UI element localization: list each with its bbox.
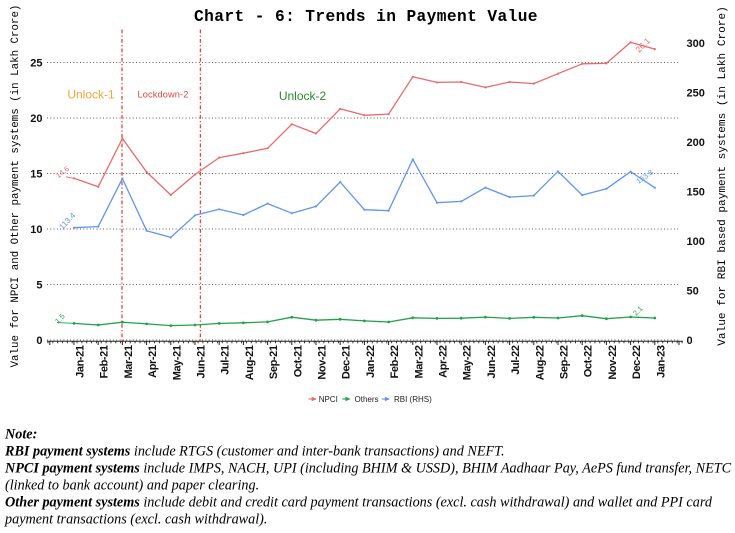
svg-text:100: 100 <box>687 236 705 248</box>
svg-text:Apr-22: Apr-22 <box>438 345 450 378</box>
svg-text:Unlock-1: Unlock-1 <box>67 88 115 102</box>
svg-text:Nov-22: Nov-22 <box>607 345 619 380</box>
svg-text:Others: Others <box>355 395 379 404</box>
svg-text:Dec-22: Dec-22 <box>631 345 643 379</box>
svg-text:Chart - 6: Trends in Payment V: Chart - 6: Trends in Payment Value <box>194 8 538 26</box>
svg-text:Sep-21: Sep-21 <box>268 345 280 379</box>
svg-text:25: 25 <box>30 58 42 70</box>
svg-text:Feb-22: Feb-22 <box>389 345 401 378</box>
svg-text:Feb-21: Feb-21 <box>99 345 111 378</box>
svg-text:NPCI payment systems include I: NPCI payment systems include IMPS, NACH,… <box>4 461 732 477</box>
svg-text:200: 200 <box>687 137 705 149</box>
svg-text:RBI (RHS): RBI (RHS) <box>394 395 432 404</box>
svg-text:Jun-21: Jun-21 <box>196 345 208 378</box>
svg-text:Oct-22: Oct-22 <box>583 345 595 377</box>
svg-text:Apr-21: Apr-21 <box>147 345 159 378</box>
svg-text:300: 300 <box>687 38 705 50</box>
svg-text:Aug-21: Aug-21 <box>244 345 256 380</box>
svg-text:Value for RBI based payment sy: Value for RBI based payment systems (in … <box>717 6 729 346</box>
svg-text:Jul-22: Jul-22 <box>510 345 522 375</box>
svg-text:15: 15 <box>30 169 42 181</box>
svg-text:Jun-22: Jun-22 <box>486 345 498 378</box>
svg-text:150: 150 <box>687 187 705 199</box>
svg-text:1.5: 1.5 <box>53 312 67 326</box>
svg-text:153.8: 153.8 <box>634 168 654 186</box>
svg-text:Value for NPCI and Other payme: Value for NPCI and Other payment systems… <box>10 5 22 368</box>
svg-text:20: 20 <box>30 113 42 125</box>
svg-text:Sep-22: Sep-22 <box>559 345 571 379</box>
svg-text:Other payment systems include: Other payment systems include debit and … <box>5 495 713 511</box>
svg-text:payment transactions (excl. ca: payment transactions (excl. cash withdra… <box>4 512 267 528</box>
svg-text:Oct-21: Oct-21 <box>292 345 304 377</box>
svg-text:0: 0 <box>687 335 693 347</box>
svg-text:Jul-21: Jul-21 <box>220 345 232 375</box>
svg-text:50: 50 <box>687 286 699 298</box>
svg-text:26.1: 26.1 <box>633 35 652 54</box>
svg-text:Unlock-2: Unlock-2 <box>279 89 327 103</box>
svg-text:May-22: May-22 <box>462 345 474 380</box>
svg-text:(linked to bank account) and p: (linked to bank account) and paper clear… <box>5 478 259 494</box>
svg-text:Jan-23: Jan-23 <box>655 345 667 378</box>
svg-text:Mar-22: Mar-22 <box>413 345 425 378</box>
svg-text:May-21: May-21 <box>171 345 183 380</box>
svg-text:Note:: Note: <box>4 427 37 443</box>
svg-text:Jan-21: Jan-21 <box>75 345 87 378</box>
svg-text:250: 250 <box>687 88 705 100</box>
svg-text:Mar-21: Mar-21 <box>123 345 135 378</box>
svg-text:2.1: 2.1 <box>631 304 644 317</box>
svg-text:5: 5 <box>36 280 42 292</box>
svg-text:Dec-21: Dec-21 <box>341 345 353 379</box>
svg-text:Lockdown-2: Lockdown-2 <box>137 90 188 100</box>
svg-text:RBI payment systems include RT: RBI payment systems include RTGS (custom… <box>4 444 505 460</box>
svg-text:Nov-21: Nov-21 <box>317 345 329 380</box>
svg-text:10: 10 <box>30 224 42 236</box>
svg-text:Aug-22: Aug-22 <box>534 345 546 380</box>
svg-text:Jan-22: Jan-22 <box>365 345 377 378</box>
svg-text:0: 0 <box>36 335 42 347</box>
svg-text:NPCI: NPCI <box>319 395 338 404</box>
